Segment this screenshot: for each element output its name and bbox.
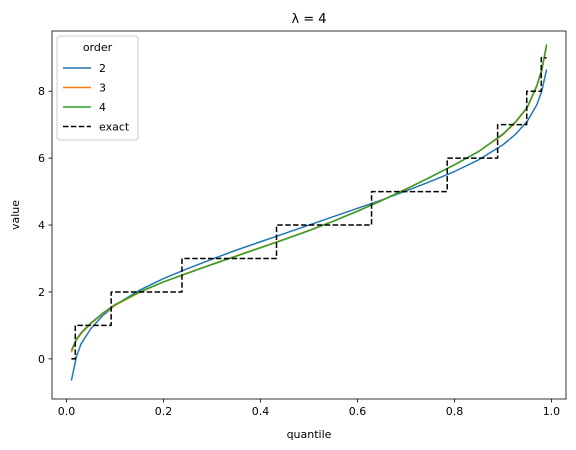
x-tick-label: 0.6 xyxy=(349,405,367,418)
chart-title: λ = 4 xyxy=(291,12,326,27)
legend: order 2 3 4 exact xyxy=(56,35,139,141)
y-tick-label: 8 xyxy=(38,85,45,98)
x-tick-label: 0.8 xyxy=(446,405,464,418)
legend-label-exact: exact xyxy=(99,121,130,134)
x-tick-label: 0.2 xyxy=(155,405,173,418)
series-line-3 xyxy=(70,45,548,353)
x-axis-label: quantile xyxy=(287,428,332,441)
x-tick-label: 0.4 xyxy=(252,405,270,418)
y-tick-label: 0 xyxy=(38,353,45,366)
y-tick-label: 2 xyxy=(38,286,45,299)
x-tick-label: 0.0 xyxy=(58,405,76,418)
x-tick-label: 1.0 xyxy=(543,405,561,418)
legend-label-4: 4 xyxy=(99,101,106,114)
series-layer xyxy=(70,44,548,381)
legend-label-3: 3 xyxy=(99,82,106,95)
legend-title: order xyxy=(83,41,113,54)
legend-label-2: 2 xyxy=(99,62,106,75)
y-tick-label: 4 xyxy=(38,219,45,232)
series-line-exact xyxy=(71,57,547,360)
y-axis: 0 2 4 6 8 xyxy=(38,85,52,366)
y-tick-label: 6 xyxy=(38,152,45,165)
x-axis: 0.0 0.2 0.4 0.6 0.8 1.0 xyxy=(58,399,560,418)
plot-frame xyxy=(51,30,567,400)
legend-box xyxy=(56,35,139,141)
y-axis-label: value xyxy=(9,200,22,230)
series-line-4 xyxy=(70,44,548,351)
